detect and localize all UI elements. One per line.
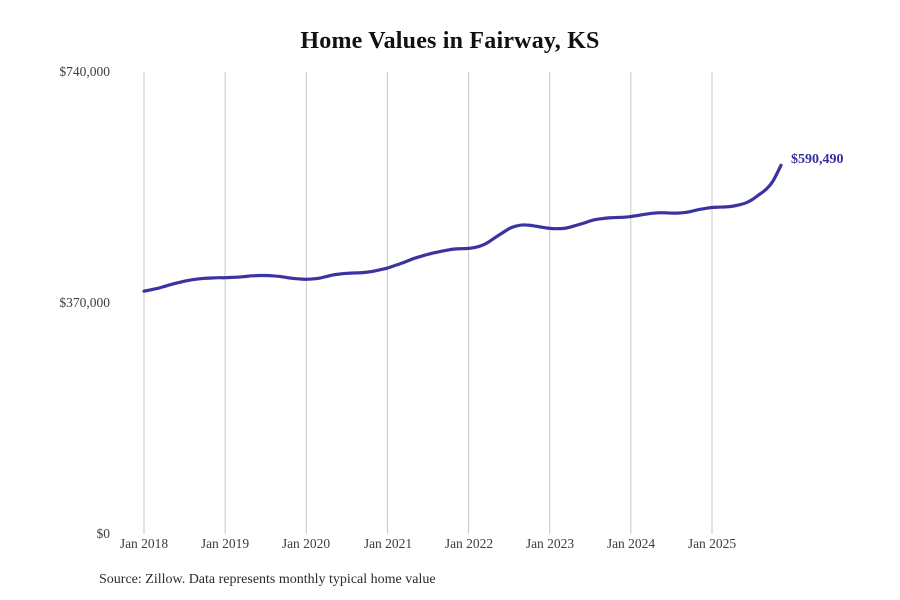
x-tick-label-1: Jan 2019 (200, 536, 250, 551)
x-tick-label-0: Jan 2018 (119, 536, 169, 551)
x-tick-label-3: Jan 2021 (363, 536, 413, 551)
y-tick-label-1: $370,000 (59, 295, 110, 310)
y-tick-label-0: $740,000 (59, 64, 110, 79)
source-caption: Source: Zillow. Data represents monthly … (99, 572, 436, 587)
chart-title: Home Values in Fairway, KS (300, 28, 600, 54)
last-value-label: $590,490 (790, 152, 844, 168)
gridlines (143, 72, 713, 534)
y-tick-label-2: $0 (96, 526, 111, 541)
x-tick-label-2: Jan 2020 (281, 536, 331, 551)
x-tick-label-7: Jan 2025 (687, 536, 737, 551)
x-tick-label-6: Jan 2024 (606, 536, 656, 551)
series-line-0 (142, 163, 783, 293)
x-tick-label-5: Jan 2023 (525, 536, 575, 551)
data-series-group (142, 163, 783, 293)
x-tick-label-4: Jan 2022 (444, 536, 494, 551)
